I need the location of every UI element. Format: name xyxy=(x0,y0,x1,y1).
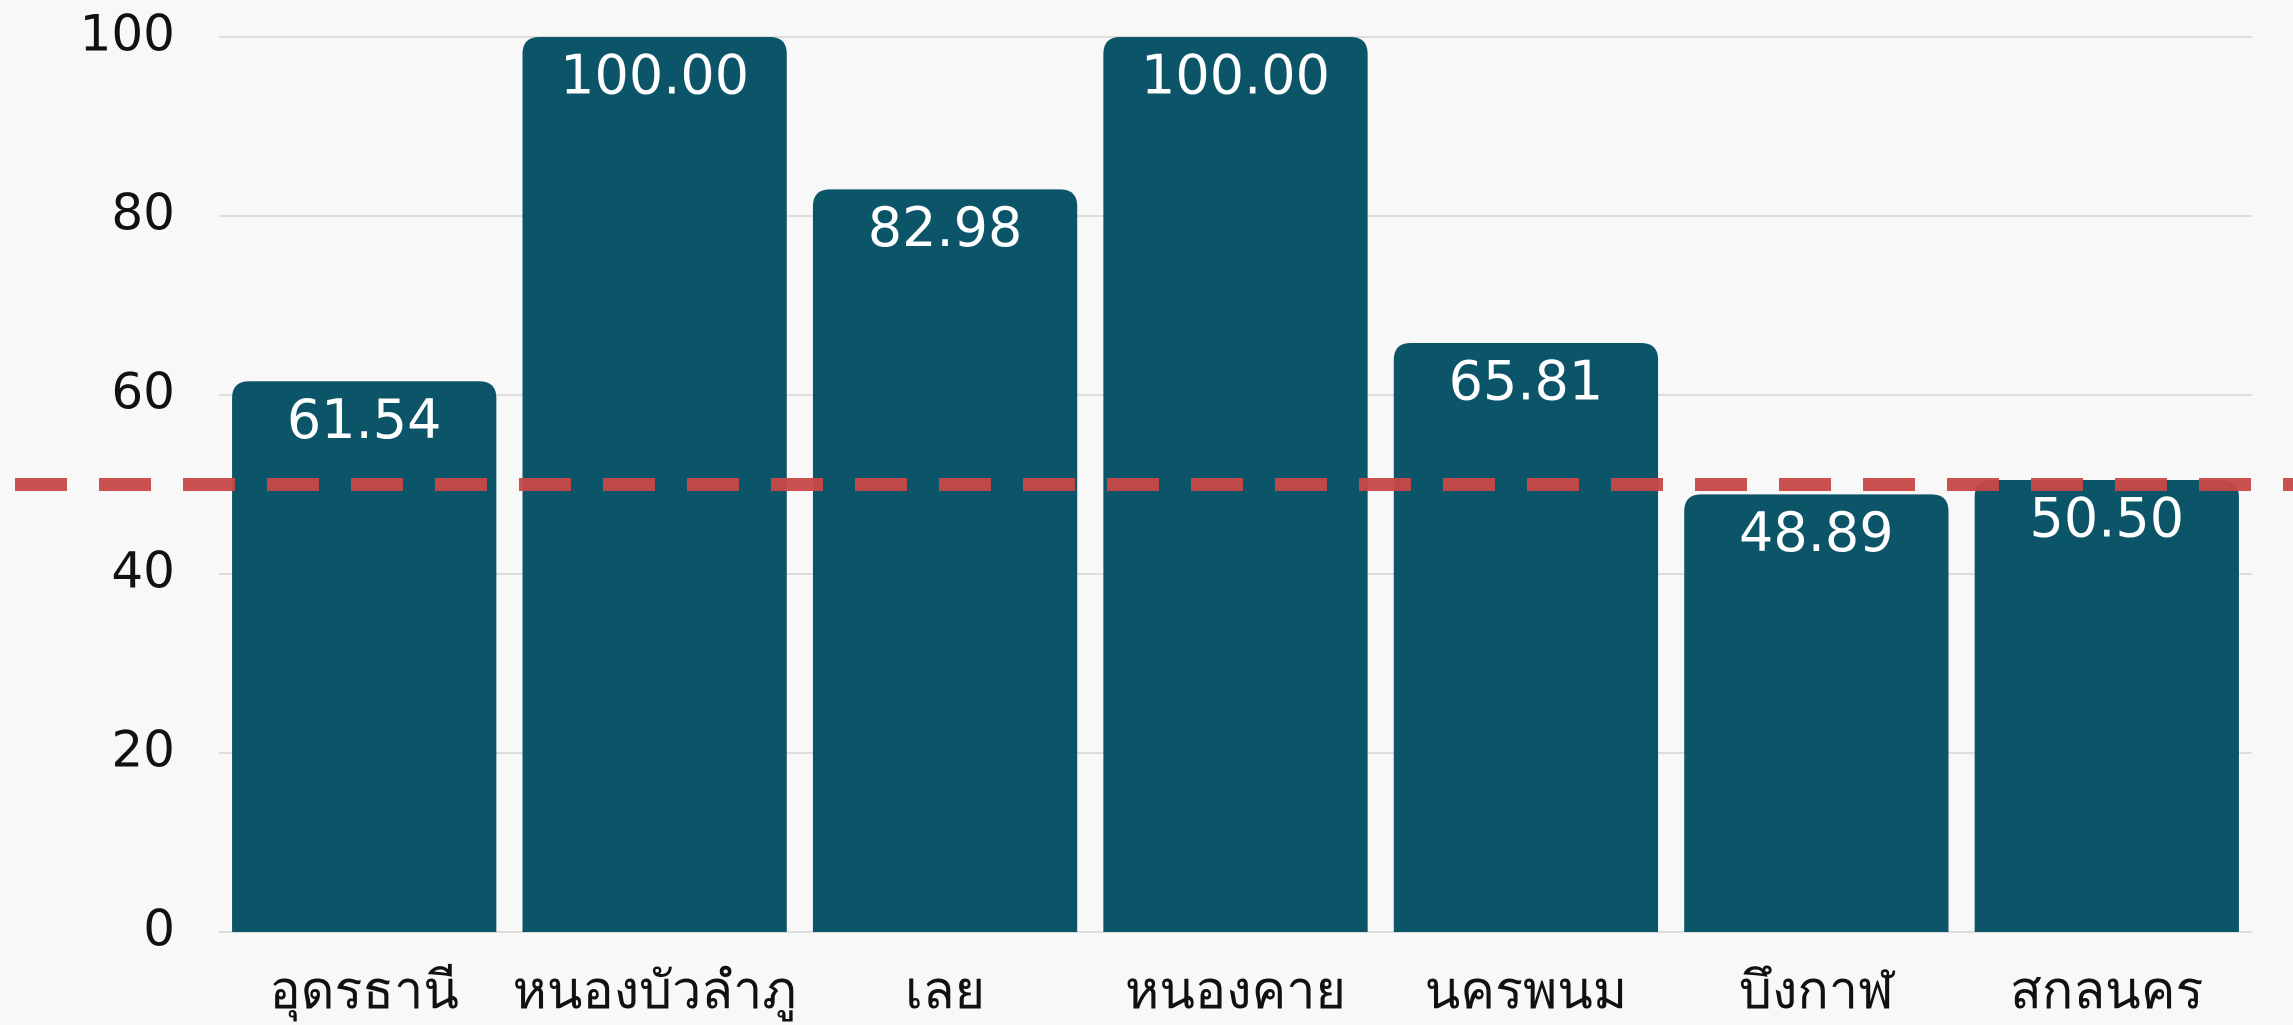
bar xyxy=(812,189,1078,933)
y-tick-label: 0 xyxy=(143,900,175,958)
y-tick-label: 100 xyxy=(80,5,175,63)
x-tick-label: นครพนม xyxy=(1425,961,1627,1021)
x-tick-label: เลย xyxy=(905,961,985,1021)
x-tick-label: หนองคาย xyxy=(1125,961,1346,1021)
bar xyxy=(1974,480,2239,932)
y-tick-label: 80 xyxy=(111,184,175,242)
y-tick-label: 40 xyxy=(111,542,175,600)
x-tick-label: บึงกาฬ xyxy=(1739,961,1896,1021)
value-label: 82.98 xyxy=(868,196,1023,259)
value-label: 100.00 xyxy=(560,44,749,107)
value-label: 100.00 xyxy=(1141,44,1330,107)
y-tick-label: 60 xyxy=(111,363,175,421)
bar xyxy=(1684,494,1949,932)
x-tick-label: อุดรธานี xyxy=(270,961,459,1022)
x-tick-label: หนองบัวลำภู xyxy=(513,961,797,1022)
value-label: 61.54 xyxy=(287,388,442,451)
y-tick-label: 20 xyxy=(111,721,175,779)
value-label: 65.81 xyxy=(1449,350,1604,413)
value-label: 50.50 xyxy=(2029,487,2184,550)
bar xyxy=(1393,343,1659,932)
value-label: 48.89 xyxy=(1739,501,1894,564)
x-tick-label: สกลนคร xyxy=(2010,961,2203,1021)
bar xyxy=(232,381,497,932)
